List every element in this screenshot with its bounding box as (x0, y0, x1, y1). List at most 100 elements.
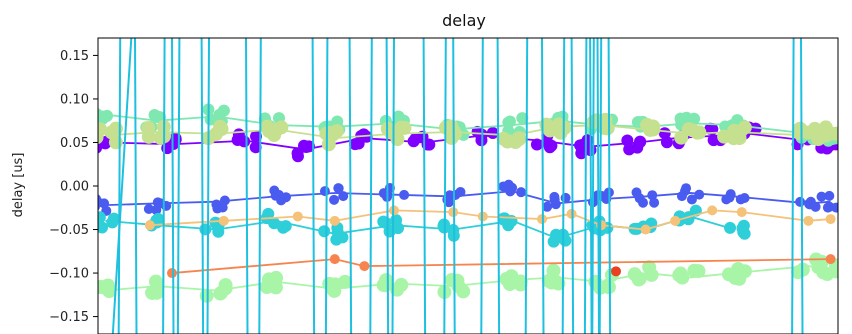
data-point (638, 197, 649, 208)
data-point (672, 268, 687, 283)
data-point (560, 192, 571, 203)
data-point (795, 196, 806, 207)
data-point (631, 187, 642, 198)
plot-frame (97, 37, 839, 334)
data-point (829, 126, 838, 141)
spike-line (324, 38, 329, 334)
data-point (106, 216, 119, 229)
data-point (647, 190, 658, 201)
y-tick-label: 0.10 (60, 92, 89, 107)
data-point (98, 142, 103, 154)
data-point (98, 202, 101, 211)
data-point (542, 201, 553, 212)
data-point (144, 220, 155, 231)
data-point (199, 223, 212, 236)
data-point (352, 137, 365, 150)
y-tick-label: −0.10 (49, 267, 89, 282)
series-8 (611, 266, 621, 277)
data-point (329, 254, 340, 265)
spike-line (452, 38, 456, 334)
data-point (379, 273, 394, 288)
data-point (611, 266, 621, 277)
data-point (643, 122, 658, 137)
spike-line (385, 38, 390, 334)
data-point (101, 278, 116, 293)
spike-line (598, 38, 603, 334)
data-point (444, 190, 455, 201)
data-point (392, 110, 405, 123)
data-point (328, 277, 343, 292)
spike-line (200, 38, 205, 334)
spike-line (111, 38, 133, 334)
data-point (151, 204, 162, 215)
data-point (360, 130, 373, 143)
data-point (805, 196, 816, 207)
data-point (721, 267, 736, 282)
y-axis-label: delay [us] (11, 153, 26, 218)
spike-line (591, 38, 595, 334)
data-point (213, 119, 228, 134)
data-point (407, 135, 420, 148)
data-point (321, 137, 336, 152)
data-point (649, 197, 660, 208)
data-point (824, 201, 835, 212)
series-7 (167, 254, 836, 279)
data-point (98, 280, 102, 293)
data-point (717, 129, 732, 144)
spike-line (561, 38, 566, 334)
y-tick-label: 0.15 (60, 49, 89, 64)
spike-line (791, 38, 795, 334)
y-ticks: −0.15 −0.10 −0.05 0.00 0.05 0.10 0.15 (49, 49, 98, 325)
data-point (268, 280, 283, 295)
data-point (516, 187, 527, 198)
data-point (331, 226, 344, 239)
data-point (141, 129, 156, 144)
data-point (471, 125, 484, 138)
data-point (670, 215, 681, 226)
data-point (817, 127, 832, 142)
data-point (143, 203, 154, 214)
spike-line (176, 38, 181, 334)
data-point (557, 120, 572, 135)
data-point (217, 104, 230, 117)
data-point (508, 135, 523, 150)
spike-series (111, 38, 804, 334)
data-point (98, 108, 103, 120)
data-point (338, 191, 349, 202)
data-point (658, 127, 671, 140)
data-point (399, 189, 410, 200)
data-point (394, 277, 409, 292)
data-point (681, 183, 692, 194)
data-point (541, 136, 554, 149)
data-point (292, 211, 303, 222)
data-point (632, 271, 647, 286)
data-point (549, 191, 560, 202)
spike-line (117, 38, 122, 334)
data-point (792, 125, 807, 140)
data-point (444, 273, 459, 288)
data-point (803, 215, 814, 226)
spike-line (480, 38, 484, 334)
spike-line (589, 38, 593, 334)
spike-line (162, 38, 166, 334)
data-point (218, 215, 229, 226)
y-tick-label: 0.00 (60, 180, 89, 195)
plot-area (98, 38, 838, 334)
data-point (98, 213, 102, 225)
spike-line (245, 38, 249, 334)
data-point (691, 264, 706, 279)
data-point (546, 263, 561, 278)
data-point (319, 186, 330, 197)
data-point (277, 221, 290, 234)
spike-line (206, 38, 210, 334)
data-point (704, 122, 717, 135)
data-point (736, 207, 747, 218)
data-point (359, 261, 370, 272)
data-point (530, 138, 543, 151)
spike-line (583, 38, 588, 334)
data-point (104, 125, 119, 140)
data-point (329, 215, 340, 226)
data-point (816, 191, 827, 202)
data-point (499, 271, 514, 286)
data-point (737, 120, 752, 135)
